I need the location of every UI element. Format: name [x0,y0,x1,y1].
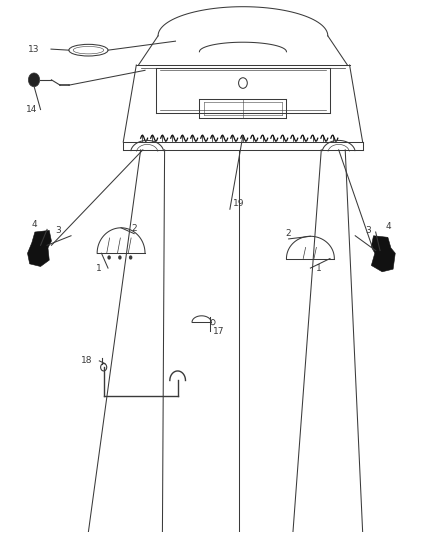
Text: 1: 1 [316,264,322,272]
Circle shape [129,255,132,260]
Text: 2: 2 [131,224,137,233]
Polygon shape [28,230,51,266]
Polygon shape [371,236,395,272]
Circle shape [107,255,111,260]
Text: 19: 19 [233,199,244,208]
Text: 1: 1 [96,264,102,272]
Circle shape [118,255,122,260]
Text: 3: 3 [365,226,371,235]
Text: 13: 13 [28,45,39,54]
Text: 2: 2 [286,229,291,238]
Text: 18: 18 [81,357,92,366]
Circle shape [28,73,40,87]
Text: 14: 14 [26,105,38,114]
Text: 4: 4 [31,220,37,229]
Text: 17: 17 [213,327,225,336]
Text: 4: 4 [386,222,392,231]
Text: 3: 3 [55,226,61,235]
